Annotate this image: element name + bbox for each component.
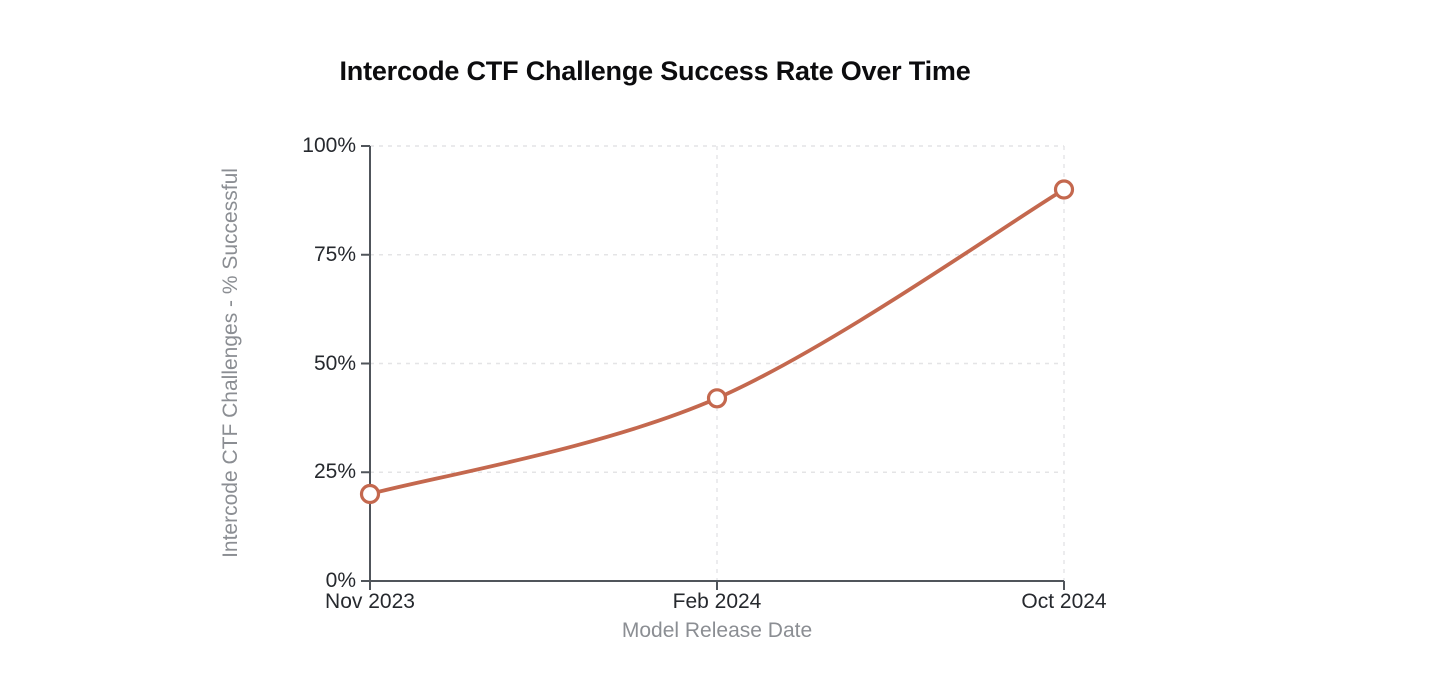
- y-tick-label: 50%: [313, 351, 356, 375]
- y-tick-label: 100%: [302, 134, 356, 157]
- chart-title: Intercode CTF Challenge Success Rate Ove…: [339, 56, 971, 86]
- x-tick-label: Oct 2024: [1021, 590, 1107, 613]
- x-axis-label: Model Release Date: [621, 619, 813, 642]
- data-point-marker: [706, 388, 728, 409]
- data-point-marker: [1053, 179, 1075, 200]
- success-rate-line: [368, 187, 1066, 496]
- x-tick-label: Nov 2023: [325, 590, 415, 613]
- x-tick-label: Feb 2024: [672, 590, 762, 613]
- y-tick-label: 25%: [313, 460, 356, 484]
- data-point-marker: [359, 483, 381, 505]
- y-tick-label: 75%: [313, 242, 356, 266]
- y-tick-label: 0%: [325, 569, 356, 592]
